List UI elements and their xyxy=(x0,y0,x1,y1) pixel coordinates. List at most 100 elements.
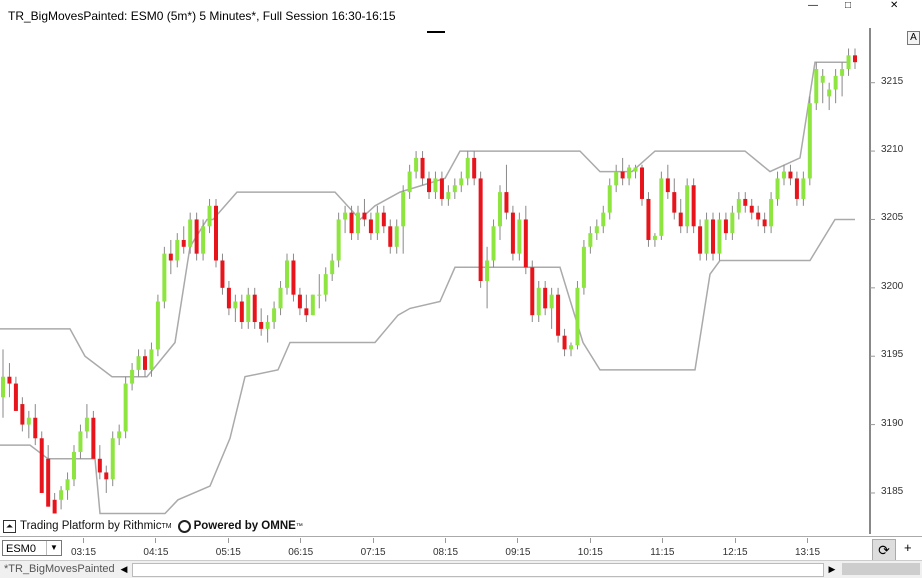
y-tick-label: 3185 xyxy=(881,485,904,497)
candle xyxy=(246,287,251,329)
refresh-icon[interactable]: ⟳ xyxy=(872,539,896,561)
add-button[interactable]: + xyxy=(904,540,912,555)
candle xyxy=(375,205,380,240)
candle xyxy=(491,219,496,268)
candle-body xyxy=(46,458,51,507)
candle xyxy=(769,192,774,234)
candle xyxy=(426,171,432,199)
window-title: TR_BigMovesPainted: ESM0 (5m*) 5 Minutes… xyxy=(8,9,396,23)
candle xyxy=(788,164,793,186)
candle-body xyxy=(20,404,25,425)
candle xyxy=(633,164,638,179)
candle-body xyxy=(465,157,470,179)
horizontal-scrollbar[interactable] xyxy=(132,563,824,577)
maximize-button[interactable]: □ xyxy=(845,0,852,11)
candle-body xyxy=(472,157,477,179)
candle xyxy=(252,287,257,329)
candle xyxy=(201,219,206,261)
price-axis[interactable] xyxy=(870,28,922,534)
candle xyxy=(646,192,651,247)
y-tick-label: 3200 xyxy=(881,280,904,292)
powered-tm: ™ xyxy=(295,522,303,530)
candle xyxy=(123,376,128,439)
candle-body xyxy=(698,226,703,254)
y-tick-label: 3195 xyxy=(881,349,904,361)
candle-body xyxy=(13,383,18,411)
candle-body xyxy=(39,438,44,493)
candle xyxy=(142,349,148,377)
candle-body xyxy=(420,157,425,179)
candle-body xyxy=(620,171,625,179)
candle-body xyxy=(123,383,128,432)
candle xyxy=(807,96,812,186)
x-tick-label: 11:15 xyxy=(650,547,675,558)
candle-body xyxy=(355,212,361,234)
candle-body xyxy=(252,294,257,323)
candle-body xyxy=(278,287,283,309)
candle xyxy=(162,246,167,309)
candle xyxy=(549,287,554,329)
close-button[interactable]: ✕ xyxy=(890,0,899,11)
candle-body xyxy=(452,185,457,193)
scroll-right-icon[interactable]: ▶ xyxy=(828,564,836,574)
candle xyxy=(97,445,102,480)
candle xyxy=(52,492,57,514)
candle-body xyxy=(304,308,309,316)
candle xyxy=(284,253,290,295)
scroll-left-icon[interactable]: ◀ xyxy=(120,564,128,574)
candle-body xyxy=(401,192,406,227)
candle-body xyxy=(530,267,535,316)
candle-body xyxy=(194,219,199,254)
candle xyxy=(104,465,109,493)
candle xyxy=(698,219,703,261)
candle xyxy=(840,62,845,97)
autoscale-button[interactable]: A xyxy=(907,31,920,45)
candle xyxy=(652,233,657,247)
restore-icon[interactable]: ⏶ xyxy=(3,519,16,533)
y-tick-label: 3205 xyxy=(881,212,904,224)
y-tick-label: 3190 xyxy=(881,417,904,429)
chart-plot-area[interactable] xyxy=(0,28,870,534)
candle-body xyxy=(291,260,296,295)
candle-body xyxy=(846,55,851,70)
candle xyxy=(607,178,612,220)
candle xyxy=(194,212,199,261)
candle-body xyxy=(665,178,670,193)
scrollbar-thumb[interactable] xyxy=(842,563,920,575)
candle-body xyxy=(588,233,593,247)
candle-body xyxy=(852,55,858,63)
minimize-button[interactable]: — xyxy=(808,0,818,11)
candle xyxy=(465,151,470,186)
x-tick-mark xyxy=(445,538,446,543)
candle xyxy=(91,410,96,459)
candle-body xyxy=(743,198,748,206)
candle xyxy=(46,445,51,507)
candle-body xyxy=(485,260,490,281)
candle-body xyxy=(627,167,632,179)
candle xyxy=(110,431,115,487)
candle xyxy=(272,301,277,329)
candle-body xyxy=(788,171,793,179)
candle-body xyxy=(840,69,845,76)
chevron-down-icon[interactable]: ▼ xyxy=(46,541,61,555)
candle-body xyxy=(414,157,419,172)
candle-body xyxy=(91,417,96,459)
candle xyxy=(794,171,799,206)
tab-bar: *TR_BigMovesPainted ◀ ▶ xyxy=(0,560,922,578)
tab-chart[interactable]: *TR_BigMovesPainted xyxy=(4,563,115,575)
candle xyxy=(394,219,399,254)
candle xyxy=(188,212,193,254)
candle xyxy=(685,178,690,234)
lower-channel-line xyxy=(0,218,855,515)
candle xyxy=(130,363,135,391)
y-tick-label: 3215 xyxy=(881,75,904,87)
candle-body xyxy=(426,178,432,193)
candle-body xyxy=(504,192,509,213)
candle-body xyxy=(769,198,774,227)
candle-body xyxy=(781,171,787,179)
candle xyxy=(207,198,212,234)
symbol-select[interactable]: ESM0 ▼ xyxy=(2,540,62,556)
candle-body xyxy=(833,75,838,90)
candle-body xyxy=(536,287,541,316)
candle xyxy=(310,294,315,316)
